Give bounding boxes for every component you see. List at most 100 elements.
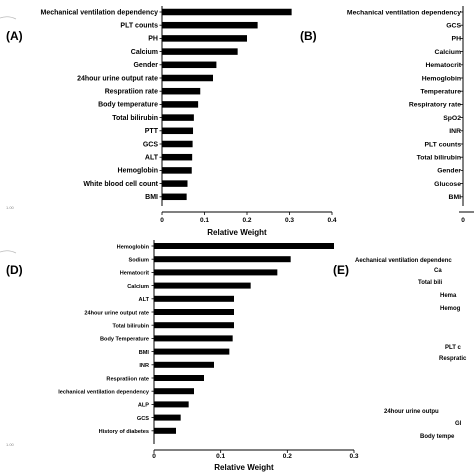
bar <box>154 243 334 249</box>
category-label: GCS <box>143 141 159 148</box>
panel-d: (D) Hemoglobin Sodium Hematocrit Calcium ALT 2… <box>6 240 359 472</box>
panel-letter: (D) <box>6 263 23 277</box>
category-label: Respiratory rate <box>409 102 461 109</box>
category-label: White blood cell count <box>83 181 158 188</box>
category-label: BMI <box>449 194 462 201</box>
bar <box>154 269 278 276</box>
category-label: Total bilirubin <box>417 155 461 162</box>
category-label: BMI <box>145 194 158 201</box>
x-tick-label: 0 <box>152 453 156 460</box>
bar <box>162 167 192 174</box>
category-label: BMI <box>139 350 150 356</box>
fragment-tick-label: 1.00 <box>6 442 15 447</box>
category-label: Gender <box>133 62 158 69</box>
panel-letter: (E) <box>333 263 349 277</box>
fragment-line <box>0 250 17 254</box>
x-axis-title: Relative Weight <box>214 463 274 472</box>
category-label: Mechanical ventilation dependency <box>347 9 461 16</box>
bar <box>154 401 189 408</box>
category-label: Respratiion rate <box>106 376 149 382</box>
bar <box>154 375 204 381</box>
category-label: GCS <box>137 416 149 422</box>
category-label: 24hour urine output rate <box>77 75 158 82</box>
category-label: Total bili <box>418 280 443 286</box>
bar <box>154 256 291 263</box>
x-tick-label: 0 <box>160 217 164 224</box>
panel-b: (B) Mechanical ventilation dependency GCS P… <box>300 6 474 224</box>
bar <box>162 74 213 82</box>
bar <box>154 414 181 421</box>
bar <box>162 61 217 69</box>
category-label: ALT <box>145 155 159 162</box>
category-label: Hema <box>440 293 457 299</box>
x-tick-label: 0.3 <box>349 453 358 460</box>
panel-a: (A) Mechanical ventilation dependency PLT … <box>6 6 337 237</box>
category-label: PLT counts <box>120 23 158 30</box>
category-label: SpO2 <box>443 115 461 122</box>
category-label: PLT c <box>445 345 462 351</box>
bar <box>154 361 214 368</box>
bar <box>162 87 201 95</box>
category-label: Mechanical ventilation dependency <box>41 9 159 16</box>
category-label: Hematocrit <box>120 271 149 277</box>
category-label: Hemoglobin <box>117 244 150 250</box>
bar <box>154 335 233 342</box>
category-label: INR <box>139 363 149 369</box>
category-label: Total bilirubin <box>112 324 149 330</box>
category-label: PH <box>452 36 462 43</box>
category-label: Total bilirubin <box>112 115 158 122</box>
x-tick-label: 0.3 <box>285 217 294 224</box>
panel-letter: (A) <box>6 29 23 43</box>
category-label: PH <box>148 36 158 43</box>
category-label: Gl <box>455 421 462 427</box>
bar <box>162 180 188 187</box>
category-label: Gender <box>437 168 461 175</box>
category-label: Calcium <box>435 49 461 56</box>
category-label: INR <box>449 128 461 135</box>
x-tick-label: 0.1 <box>200 217 209 224</box>
bar <box>162 48 238 55</box>
bar <box>162 153 193 161</box>
category-label: Calcium <box>131 49 158 56</box>
category-label: PTT <box>145 128 159 135</box>
bar <box>154 295 234 302</box>
category-label: Calcium <box>127 284 149 290</box>
x-tick-label: 0 <box>461 217 465 224</box>
category-label: GCS <box>446 23 461 30</box>
bar <box>154 322 234 329</box>
bar <box>162 101 199 108</box>
bar <box>162 140 193 148</box>
category-label: Respratiion rate <box>105 89 158 96</box>
category-label: Ca <box>434 268 442 274</box>
bar <box>154 282 251 289</box>
category-label: Aechanical ventilation dependenc <box>355 258 452 264</box>
cropped-left-fragments: 1.00 1.00 <box>0 16 17 447</box>
x-tick-label: 0.4 <box>327 217 336 224</box>
category-label: Hemoglobin <box>422 75 461 82</box>
x-tick-label: 0.2 <box>283 453 292 460</box>
category-label: Sodium <box>128 258 149 264</box>
category-label: Temperature <box>420 89 461 96</box>
fragment-tick-label: 1.00 <box>6 205 15 210</box>
panel-e: (E) Aechanical ventilation dependenc Ca Tot… <box>333 258 467 440</box>
category-label: Hemog <box>440 306 461 312</box>
category-label: ALT <box>139 297 150 303</box>
category-label: 24hour urine output rate <box>84 310 149 316</box>
category-label: Glucose <box>434 181 461 188</box>
x-tick-label: 0.2 <box>242 217 251 224</box>
category-label: Hemoglobin <box>118 168 158 175</box>
fragment-line <box>0 16 17 20</box>
bar <box>162 21 258 29</box>
x-axis-title: Relative Weight <box>207 228 267 237</box>
category-label: ALP <box>138 403 149 409</box>
bar <box>162 8 292 16</box>
bar <box>162 127 194 135</box>
category-label: Iechanical ventilation dependency <box>58 390 150 396</box>
bar <box>162 114 194 121</box>
category-label: PLT counts <box>425 141 462 148</box>
bar <box>154 388 194 395</box>
bar <box>154 348 230 355</box>
bar <box>154 309 234 315</box>
category-label: Body tempe <box>420 434 455 440</box>
